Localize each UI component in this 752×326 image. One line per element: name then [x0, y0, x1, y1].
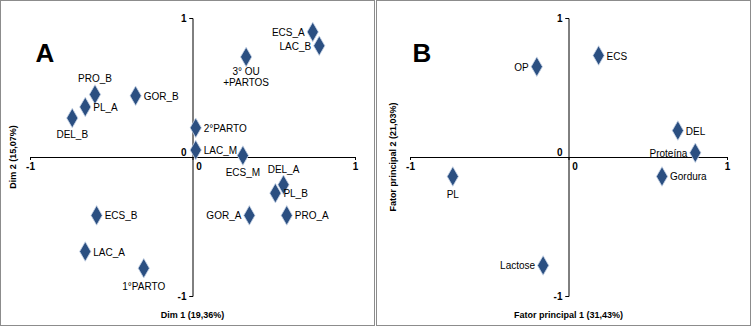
panel-frame: [1, 1, 375, 326]
tick-label: -1: [178, 291, 187, 302]
point: [531, 57, 542, 77]
point-label: GOR_B: [144, 91, 179, 102]
point-label: ECS_B: [105, 210, 138, 221]
tick: 0: [193, 157, 202, 172]
points: [447, 46, 701, 275]
point-label: LAC_M: [204, 145, 237, 156]
tick-mark: [190, 157, 193, 158]
tick-label: 1: [353, 161, 359, 172]
panel: -1 0 1 -1 0 1 ECS_A LAC_B 3° OU+PARTOS PRO_B PL_A G…: [1, 1, 375, 326]
tick-label: -1: [26, 161, 35, 172]
point: [314, 36, 325, 56]
panel-title: A: [36, 38, 55, 68]
point: [447, 167, 458, 187]
axis-line: [566, 19, 570, 297]
point-label: PRO_B: [78, 73, 112, 84]
point-label: PL: [447, 189, 460, 200]
tick-mark: [190, 18, 193, 19]
point: [672, 121, 683, 141]
point-label: PL_A: [93, 102, 118, 113]
point: [244, 206, 255, 226]
tick-mark: [566, 18, 569, 19]
point-label: 3° OU+PARTOS: [223, 66, 269, 88]
tick-mark: [30, 157, 31, 160]
tick: -1: [554, 291, 569, 302]
point: [270, 183, 281, 203]
point-label: PRO_A: [295, 210, 329, 221]
points: [67, 22, 325, 278]
point: [91, 206, 102, 226]
figure: -1 0 1 -1 0 1 ECS_A LAC_B 3° OU+PARTOS PRO_B PL_A G…: [0, 0, 752, 326]
tick-label: 1: [725, 161, 731, 172]
point: [67, 108, 78, 128]
tick: 1: [557, 13, 569, 24]
tick-label: 0: [196, 161, 202, 172]
tick-mark: [727, 157, 728, 160]
point: [307, 22, 318, 42]
point: [190, 140, 201, 160]
point: [130, 86, 141, 106]
x-axis-title: Dim 1 (19,36%): [161, 310, 225, 320]
point-label: LAC_B: [280, 41, 312, 52]
tick: -1: [26, 157, 35, 172]
point: [80, 97, 91, 117]
tick-mark: [190, 296, 193, 297]
point: [190, 118, 201, 138]
tick: 0: [569, 157, 578, 172]
tick-mark: [410, 157, 411, 160]
point-label: DEL_B: [56, 129, 88, 140]
tick: -1: [178, 291, 193, 302]
tick-label: 0: [557, 147, 563, 158]
y-axis-title: Fator principal 2 (21,03%): [388, 102, 398, 211]
point-label: PL_B: [283, 188, 308, 199]
point-label: Gordura: [670, 171, 707, 182]
point: [281, 206, 292, 226]
point: [656, 167, 667, 187]
tick-label: -1: [554, 291, 563, 302]
tick-label: -1: [406, 161, 415, 172]
point-label: OP: [514, 62, 529, 73]
point-labels: ECS_A LAC_B 3° OU+PARTOS PRO_B PL_A GOR_B DEL_…: [56, 27, 329, 292]
tick-label: 0: [181, 147, 187, 158]
x-axis: -1 0 1: [26, 157, 359, 172]
point-label: 1°PARTO: [122, 281, 165, 292]
tick: 1: [725, 157, 731, 172]
tick: -1: [406, 157, 415, 172]
tick: 0: [557, 147, 569, 158]
y-axis-title: Dim 2 (15,07%): [8, 125, 18, 189]
tick: 1: [353, 157, 359, 172]
panel: -1 0 1 -1 0 1 ECS OP DEL Proteína Gordura PL Lactose…: [377, 1, 751, 326]
axis-line: [190, 19, 194, 297]
point: [690, 143, 701, 163]
point: [138, 258, 149, 278]
point: [240, 47, 251, 67]
tick-label: 0: [572, 161, 578, 172]
point: [80, 242, 91, 262]
point-label: Proteína: [649, 148, 687, 159]
point: [237, 146, 248, 166]
point-label: DEL_A: [268, 164, 300, 175]
tick-label: 1: [557, 13, 563, 24]
tick: 1: [181, 13, 193, 24]
point-label: DEL: [686, 126, 706, 137]
tick-mark: [566, 157, 569, 158]
point-label: ECS_M: [226, 167, 260, 178]
point-label: 2°PARTO: [204, 123, 247, 134]
point-label: ECS_A: [272, 27, 305, 38]
panel-frame: [377, 1, 751, 326]
point-label: LAC_A: [93, 247, 125, 258]
point-labels: ECS OP DEL Proteína Gordura PL Lactose: [447, 51, 707, 272]
y-axis: -1 0 1: [554, 13, 569, 302]
point-label: ECS: [607, 51, 628, 62]
tick-label: 1: [181, 13, 187, 24]
point: [538, 256, 549, 276]
y-axis: -1 0 1: [178, 13, 193, 302]
panel-title: B: [413, 38, 432, 68]
point-label: Lactose: [500, 260, 535, 271]
x-axis-title: Fator principal 1 (31,43%): [514, 310, 623, 320]
point: [593, 46, 604, 66]
tick-mark: [566, 296, 569, 297]
tick-mark: [355, 157, 356, 160]
point-label: GOR_A: [206, 210, 241, 221]
